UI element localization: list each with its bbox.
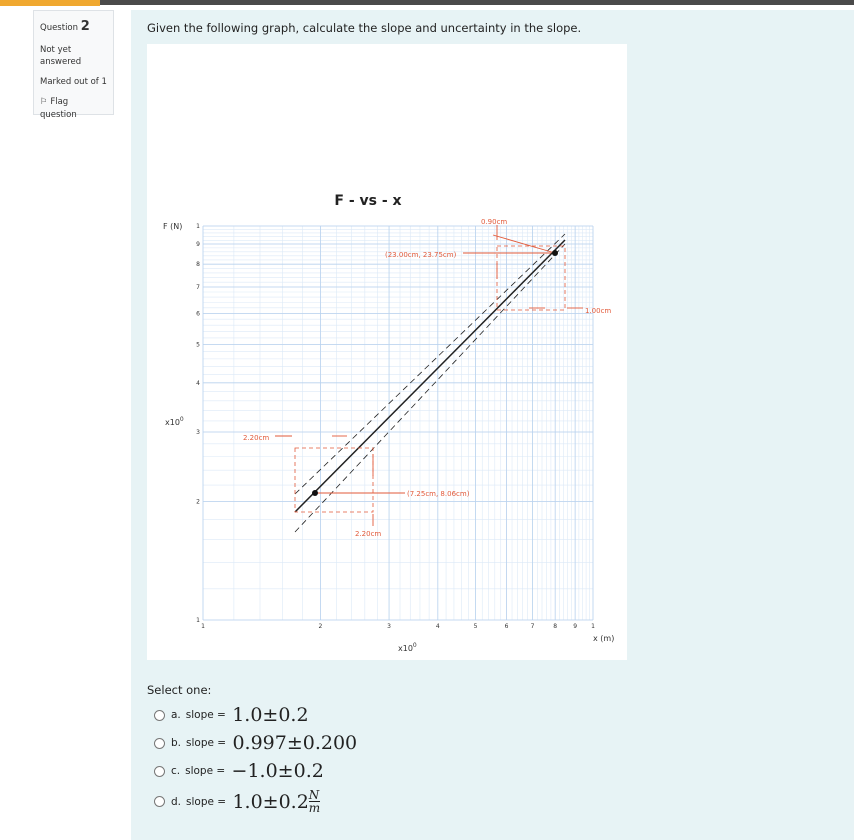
fit-lines: [294, 233, 566, 533]
y-tick-label: 1: [196, 617, 200, 624]
dashed-line: [294, 233, 566, 495]
radio[interactable]: [154, 796, 165, 807]
y-tick-label: 5: [196, 342, 200, 349]
option[interactable]: c. slope = −1.0±0.2: [154, 760, 324, 782]
option-prefix: slope =: [186, 737, 230, 749]
arrow: [492, 234, 556, 254]
status: Not yet answered: [40, 44, 82, 68]
x-tick-label: 1: [201, 623, 205, 630]
multiplier: x10: [398, 644, 413, 653]
exponent: 0: [180, 416, 184, 423]
y-label: F (N): [163, 222, 182, 231]
annotations: 0.90cm (23.00cm, 23.75cm) 1.00cm 2.20cm …: [243, 218, 611, 538]
y-tick-label: 2: [196, 498, 200, 505]
option-math: 1.0±0.2: [232, 790, 309, 813]
option-prefix: slope =: [185, 765, 229, 777]
option-letter: b.: [171, 737, 182, 749]
data-point: [312, 490, 318, 496]
x-tick-label: 7: [531, 623, 535, 630]
exponent: 0: [413, 642, 417, 649]
flag-text[interactable]: Flag question: [40, 96, 77, 120]
y-tick-label: 1: [196, 223, 200, 230]
option-math: 0.997±0.200: [232, 732, 358, 754]
annotation: (7.25cm, 8.06cm): [407, 490, 470, 498]
option-letter: c.: [171, 765, 181, 777]
y-multiplier: x100: [165, 416, 184, 427]
y-tick-label: 9: [196, 241, 200, 248]
x-label: x (m): [593, 634, 614, 643]
unit-den: m: [308, 801, 321, 815]
x-tick-label: 1: [591, 623, 595, 630]
option-math: 1.0±0.2: [232, 704, 309, 726]
radio[interactable]: [154, 737, 165, 749]
question-label: Question: [40, 23, 79, 33]
option-letter: d.: [171, 795, 182, 808]
x-tick-label: 2: [318, 623, 322, 630]
unit-num: N: [308, 788, 321, 802]
flag[interactable]: ⚐ Flag question: [40, 96, 77, 120]
x-tick-label: 8: [553, 623, 557, 630]
x-tick-label: 6: [505, 623, 509, 630]
annotation: (23.00cm, 23.75cm): [385, 251, 457, 259]
error-box: [294, 447, 374, 513]
question-number: 2: [80, 19, 90, 34]
annotation: 0.90cm: [481, 218, 507, 226]
y-tick-label: 3: [196, 429, 200, 436]
x-multiplier: x100: [398, 642, 417, 653]
y-tick-label: 8: [196, 261, 200, 268]
best-fit: [294, 239, 566, 513]
graph: F - vs - x F (N) x (m) x100 x100 0.90cm …: [147, 44, 627, 660]
x-tick-label: 5: [474, 623, 478, 630]
grid: [202, 225, 594, 621]
annotation: 1.00cm: [585, 307, 611, 315]
data-point: [552, 250, 558, 256]
option-letter: a.: [171, 709, 181, 721]
y-tick-label: 7: [196, 284, 200, 291]
option[interactable]: a. slope = 1.0±0.2: [154, 704, 309, 726]
question-info: Question 2 Not yet answered Marked out o…: [33, 10, 114, 120]
arrows: [275, 225, 583, 526]
option-prefix: slope =: [185, 709, 230, 721]
y-tick-label: 6: [196, 310, 200, 317]
y-tick-label: 4: [196, 380, 200, 387]
select-one: Select one:: [147, 683, 212, 697]
annotation: 2.20cm: [355, 530, 381, 538]
marks: Marked out of 1: [40, 77, 107, 87]
x-tick-label: 4: [436, 623, 440, 630]
top-bar: [0, 0, 854, 5]
x-tick-label: 3: [387, 623, 391, 630]
option[interactable]: b. slope = 0.997±0.200: [154, 732, 357, 754]
radio[interactable]: [154, 709, 165, 721]
annotation: 2.20cm: [243, 434, 269, 442]
tab: [0, 0, 100, 6]
question-text: Given the following graph, calculate the…: [147, 21, 582, 35]
dashed-line: [294, 243, 566, 533]
x-tick-label: 9: [573, 623, 577, 630]
option-prefix: slope =: [186, 795, 230, 808]
option-math: −1.0±0.2: [231, 760, 324, 782]
multiplier: x10: [165, 418, 180, 427]
graph-title: F - vs - x: [334, 193, 401, 209]
radio[interactable]: [154, 765, 165, 777]
